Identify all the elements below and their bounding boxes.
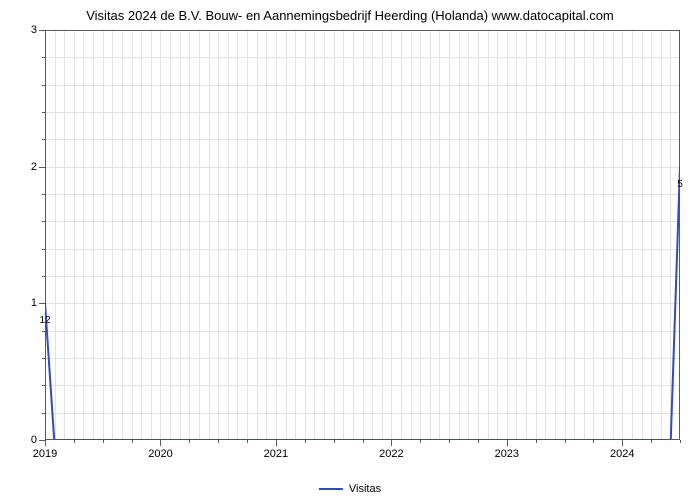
legend: Visitas — [319, 483, 381, 495]
y-tick-label: 3 — [31, 24, 37, 36]
data-point-label: 12 — [39, 315, 50, 326]
legend-label: Visitas — [349, 483, 381, 495]
x-tick-label: 2024 — [610, 448, 634, 460]
x-tick-label: 2020 — [148, 448, 172, 460]
legend-swatch — [319, 488, 343, 490]
data-point-label: 5 — [677, 179, 683, 190]
chart-plot-area: 201920202021202220232024 0123 125 — [45, 30, 680, 440]
series-line — [45, 30, 680, 440]
chart-title: Visitas 2024 de B.V. Bouw- en Aannemings… — [0, 0, 700, 23]
x-tick-label: 2023 — [495, 448, 519, 460]
y-tick-label: 1 — [31, 297, 37, 309]
y-tick-label: 2 — [31, 161, 37, 173]
x-tick-label: 2021 — [264, 448, 288, 460]
x-tick-label: 2022 — [379, 448, 403, 460]
y-tick-label: 0 — [31, 434, 37, 446]
x-tick-label: 2019 — [33, 448, 57, 460]
